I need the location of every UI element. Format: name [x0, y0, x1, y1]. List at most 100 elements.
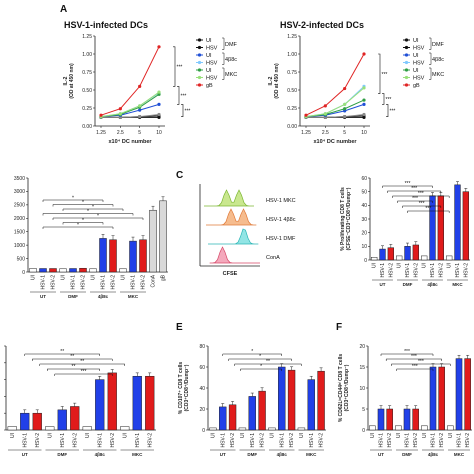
group-label: MKC	[306, 452, 317, 457]
legend-marker	[404, 60, 409, 65]
x-tick-label: UI	[10, 433, 16, 438]
bar	[59, 268, 67, 273]
significance-label: ***	[425, 206, 431, 212]
bar	[32, 412, 42, 431]
bar	[129, 240, 137, 273]
y-tick-label: 80	[199, 344, 205, 350]
significance-bracket	[397, 200, 433, 203]
significance-label: **	[80, 359, 84, 365]
y-axis-label: IL-2	[63, 76, 69, 85]
panel-letter-e: E	[176, 322, 183, 333]
legend-marker	[404, 75, 409, 80]
line-chart-hsv2: 0.00 0.25 0.50 0.75 1.00 1.25 1.25 2.5 5 10 x10⁴ D…	[268, 34, 395, 145]
significance-label: ***	[411, 186, 417, 192]
x-tick-label: 2.5	[322, 130, 329, 136]
bar	[462, 191, 469, 261]
y-tick-label: 1.00	[287, 52, 297, 58]
bar	[99, 238, 107, 273]
y-tick-label: 10	[359, 386, 365, 392]
histogram-label: HSV-1 4β8c	[266, 217, 296, 223]
x-tick-label: 2.5	[117, 130, 124, 136]
x-tick-label: HSV-1	[405, 433, 411, 448]
y-tick-label: 500	[17, 256, 26, 262]
significance-label: ***	[81, 369, 87, 375]
legend-label: HSV	[206, 76, 218, 82]
x-tick-label: UI	[269, 433, 275, 438]
y-tick-label: 40	[199, 386, 205, 392]
legend-label: UI	[413, 53, 419, 59]
significance-bracket	[42, 213, 134, 216]
x-tick-label: HSV-2	[230, 433, 236, 448]
series-line-7	[305, 53, 365, 116]
series-point-6	[118, 112, 122, 116]
legend-bracket	[429, 37, 432, 50]
significance-bracket	[396, 368, 434, 371]
bar	[29, 268, 37, 273]
bar	[377, 408, 385, 431]
panel-letter-f: F	[336, 322, 342, 333]
y-axis-sublabel: (OD at 450 nm)	[69, 63, 75, 99]
x-tick-label: HSV-2	[463, 263, 469, 278]
y-tick-label: 0	[362, 428, 365, 434]
y-axis-label: IL-2	[268, 76, 274, 85]
group-label: UT	[380, 282, 386, 287]
x-tick-label: HSV-2	[289, 433, 295, 448]
legend-marker	[197, 83, 202, 87]
legend-label: UI	[413, 68, 419, 74]
x-tick-label: HSV-2	[72, 433, 78, 448]
legend-bracket	[429, 52, 432, 65]
legend-group-label: DMF	[432, 42, 445, 48]
bar	[447, 425, 454, 431]
significance-bracket	[52, 204, 114, 207]
bar	[70, 406, 80, 431]
significance-bracket	[42, 226, 114, 229]
histogram-c: HSV-1 MKC HSV-1 4β8c HSV-1 DMF ConA CFSE	[199, 184, 296, 277]
legend-marker	[197, 75, 202, 80]
y-tick-label: 50	[361, 189, 367, 195]
group-label: UT	[220, 452, 226, 457]
legend-label: UI	[413, 38, 419, 44]
group-label: 4β8c	[427, 282, 438, 287]
legend-marker	[197, 45, 202, 50]
significance-label: **	[60, 349, 64, 355]
significance-bracket	[228, 358, 292, 361]
x-tick-label: HSV-2	[319, 433, 325, 448]
group-label: DMF	[403, 282, 413, 287]
significance-label: ***	[412, 196, 418, 202]
histogram-trace	[206, 208, 257, 226]
bar	[464, 358, 471, 431]
bar	[145, 375, 155, 431]
y-axis-sublabel: (CFSE⁻CD3⁺CD8⁺/Dump⁻)	[346, 187, 352, 250]
x-tick-label: 1.25	[96, 130, 106, 136]
y-tick-label: 3500	[14, 176, 25, 182]
bar	[379, 248, 386, 261]
bar	[386, 408, 393, 431]
x-tick-label: UI	[47, 433, 53, 438]
x-tick-label: HSV-1	[379, 433, 385, 448]
series-point-5	[343, 107, 347, 111]
significance-bracket	[382, 93, 385, 105]
significance-bracket	[42, 199, 104, 202]
x-axis-label: x10⁴ DC number	[313, 139, 357, 145]
group-label: 4β8c	[277, 452, 288, 457]
bar	[287, 369, 296, 431]
x-tick-label: HSV-1	[101, 275, 107, 290]
x-tick-label: HSV-1	[405, 263, 411, 278]
bar	[307, 379, 315, 431]
significance-label: ***	[418, 191, 424, 197]
bar	[454, 184, 461, 261]
group-label: MKC	[132, 452, 143, 457]
bar	[7, 426, 17, 431]
significance-label: ***	[419, 201, 425, 207]
bar	[57, 409, 67, 431]
legend-label: UI	[206, 38, 212, 44]
group-label: UT	[378, 452, 384, 457]
x-tick-label: UI	[61, 275, 67, 280]
group-label: DMF	[402, 452, 412, 457]
bar	[149, 209, 157, 273]
x-tick-label: UI	[31, 275, 37, 280]
histogram-trace	[209, 246, 260, 264]
significance-bracket	[24, 353, 100, 356]
x-tick-label: HSV-1	[220, 433, 226, 448]
significance-label: ***	[185, 109, 191, 115]
